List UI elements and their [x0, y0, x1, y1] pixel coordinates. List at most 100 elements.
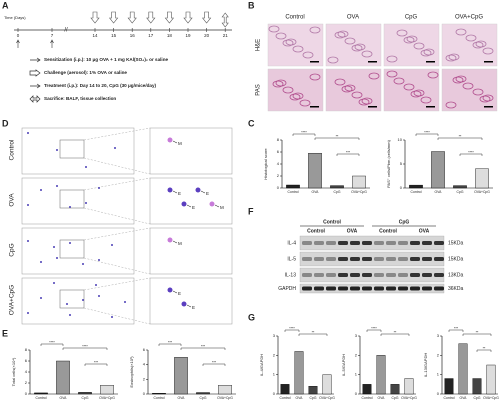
y-tick-label: 1	[355, 372, 358, 377]
x-tick-label: OVA+CpG	[99, 396, 115, 400]
y-tick-label: 3	[355, 333, 358, 338]
tissue	[334, 31, 346, 39]
cell	[98, 259, 100, 261]
cytospin-image	[21, 177, 135, 225]
tissue	[358, 98, 370, 106]
zoom-cell	[209, 201, 215, 207]
tissue	[465, 34, 477, 42]
cell	[85, 202, 87, 204]
zoom-cell	[167, 187, 173, 193]
tissue	[341, 85, 353, 93]
bar	[78, 392, 92, 395]
day-label: 20	[204, 33, 210, 38]
zoom-cell	[167, 237, 173, 243]
x-tick-label: Control	[444, 396, 455, 400]
blot-band	[374, 241, 384, 245]
significance-bracket	[180, 347, 226, 350]
significance-bracket	[462, 333, 492, 336]
panel-label: G	[248, 312, 255, 322]
group-label: Control	[9, 139, 16, 161]
y-tick-label: 2	[143, 376, 146, 381]
tissue	[386, 55, 398, 63]
significance-bracket	[448, 329, 464, 332]
tissue	[351, 44, 363, 52]
histology-image	[383, 23, 440, 67]
cell	[27, 204, 29, 206]
y-axis-label: Eosinophils(×10³)	[129, 356, 134, 388]
scale-bar	[368, 106, 377, 108]
tissue	[445, 54, 457, 62]
challenge-arrow	[90, 11, 100, 24]
day-label: 17	[148, 33, 154, 38]
blot-band	[422, 241, 432, 245]
scale-bar	[484, 106, 493, 108]
cell-pointer	[186, 304, 192, 308]
day-label: 7	[51, 33, 54, 38]
x-tick-label: OVA	[378, 396, 386, 400]
challenge-arrow	[146, 11, 156, 24]
y-tick-label: 6	[143, 347, 146, 352]
cell-label: E	[192, 205, 195, 210]
blot-group: CpG	[399, 219, 410, 225]
y-tick-label: 2	[437, 352, 440, 357]
axis-label: Time (Days)	[4, 15, 26, 20]
panel-label: A	[2, 0, 9, 10]
x-tick-label: Control	[288, 190, 299, 194]
significance-label: ***	[168, 340, 173, 344]
tissue	[420, 49, 432, 57]
blot-band	[314, 257, 324, 261]
group-label: OVA	[347, 15, 359, 21]
zoom-link	[83, 277, 151, 325]
blot-subgroup: Control	[307, 228, 325, 234]
blot-band	[302, 241, 312, 245]
blot-band	[302, 257, 312, 261]
bar	[34, 392, 48, 395]
x-tick-label: CpG	[200, 396, 207, 400]
blot-band	[434, 273, 444, 277]
cell-pointer	[200, 190, 206, 194]
cell	[40, 297, 42, 299]
bar	[280, 384, 290, 395]
bar	[152, 393, 166, 395]
tissue	[482, 47, 494, 55]
y-tick-label: 0	[437, 391, 440, 396]
zoom-link	[83, 177, 151, 225]
blot-band	[386, 241, 396, 245]
histology-image	[267, 68, 324, 112]
tissue	[275, 32, 287, 40]
significance-label: ***	[94, 360, 99, 364]
blot-band	[386, 257, 396, 261]
sacrifice-arrow	[221, 12, 229, 28]
y-tick-label: 4	[277, 161, 280, 166]
significance-bracket	[40, 343, 64, 346]
tissue	[351, 91, 363, 99]
y-tick-label: 0	[277, 185, 280, 190]
x-tick-label: CpG	[457, 190, 464, 194]
blot-band	[314, 286, 324, 291]
tissue	[472, 41, 484, 49]
blot-band	[374, 273, 384, 277]
blot-band	[326, 273, 336, 277]
cell	[95, 284, 97, 286]
x-tick-label: Control	[36, 396, 47, 400]
blot-band	[362, 286, 372, 291]
cell	[56, 257, 58, 259]
band-size: 13KDa	[448, 272, 464, 278]
legend-text: Treatment (i.p.): Day 14 to 20, CpG (30 …	[44, 83, 157, 88]
cell-label: E	[178, 191, 181, 196]
y-tick-label: 2	[355, 352, 358, 357]
band-size: 36KDa	[448, 286, 464, 292]
tissue	[361, 97, 373, 105]
band-label: IL-13	[285, 272, 297, 278]
cell	[69, 314, 71, 316]
zoom-image	[149, 127, 233, 175]
sensitization-arrow	[50, 39, 54, 48]
bar	[475, 168, 489, 189]
y-tick-label: 0	[400, 185, 403, 190]
tissue	[354, 43, 366, 51]
significance-bracket	[284, 329, 300, 332]
y-tick-label: 4	[143, 362, 146, 367]
x-tick-label: CpG	[392, 396, 399, 400]
significance-label: **	[476, 330, 479, 334]
histology-image	[441, 23, 498, 67]
